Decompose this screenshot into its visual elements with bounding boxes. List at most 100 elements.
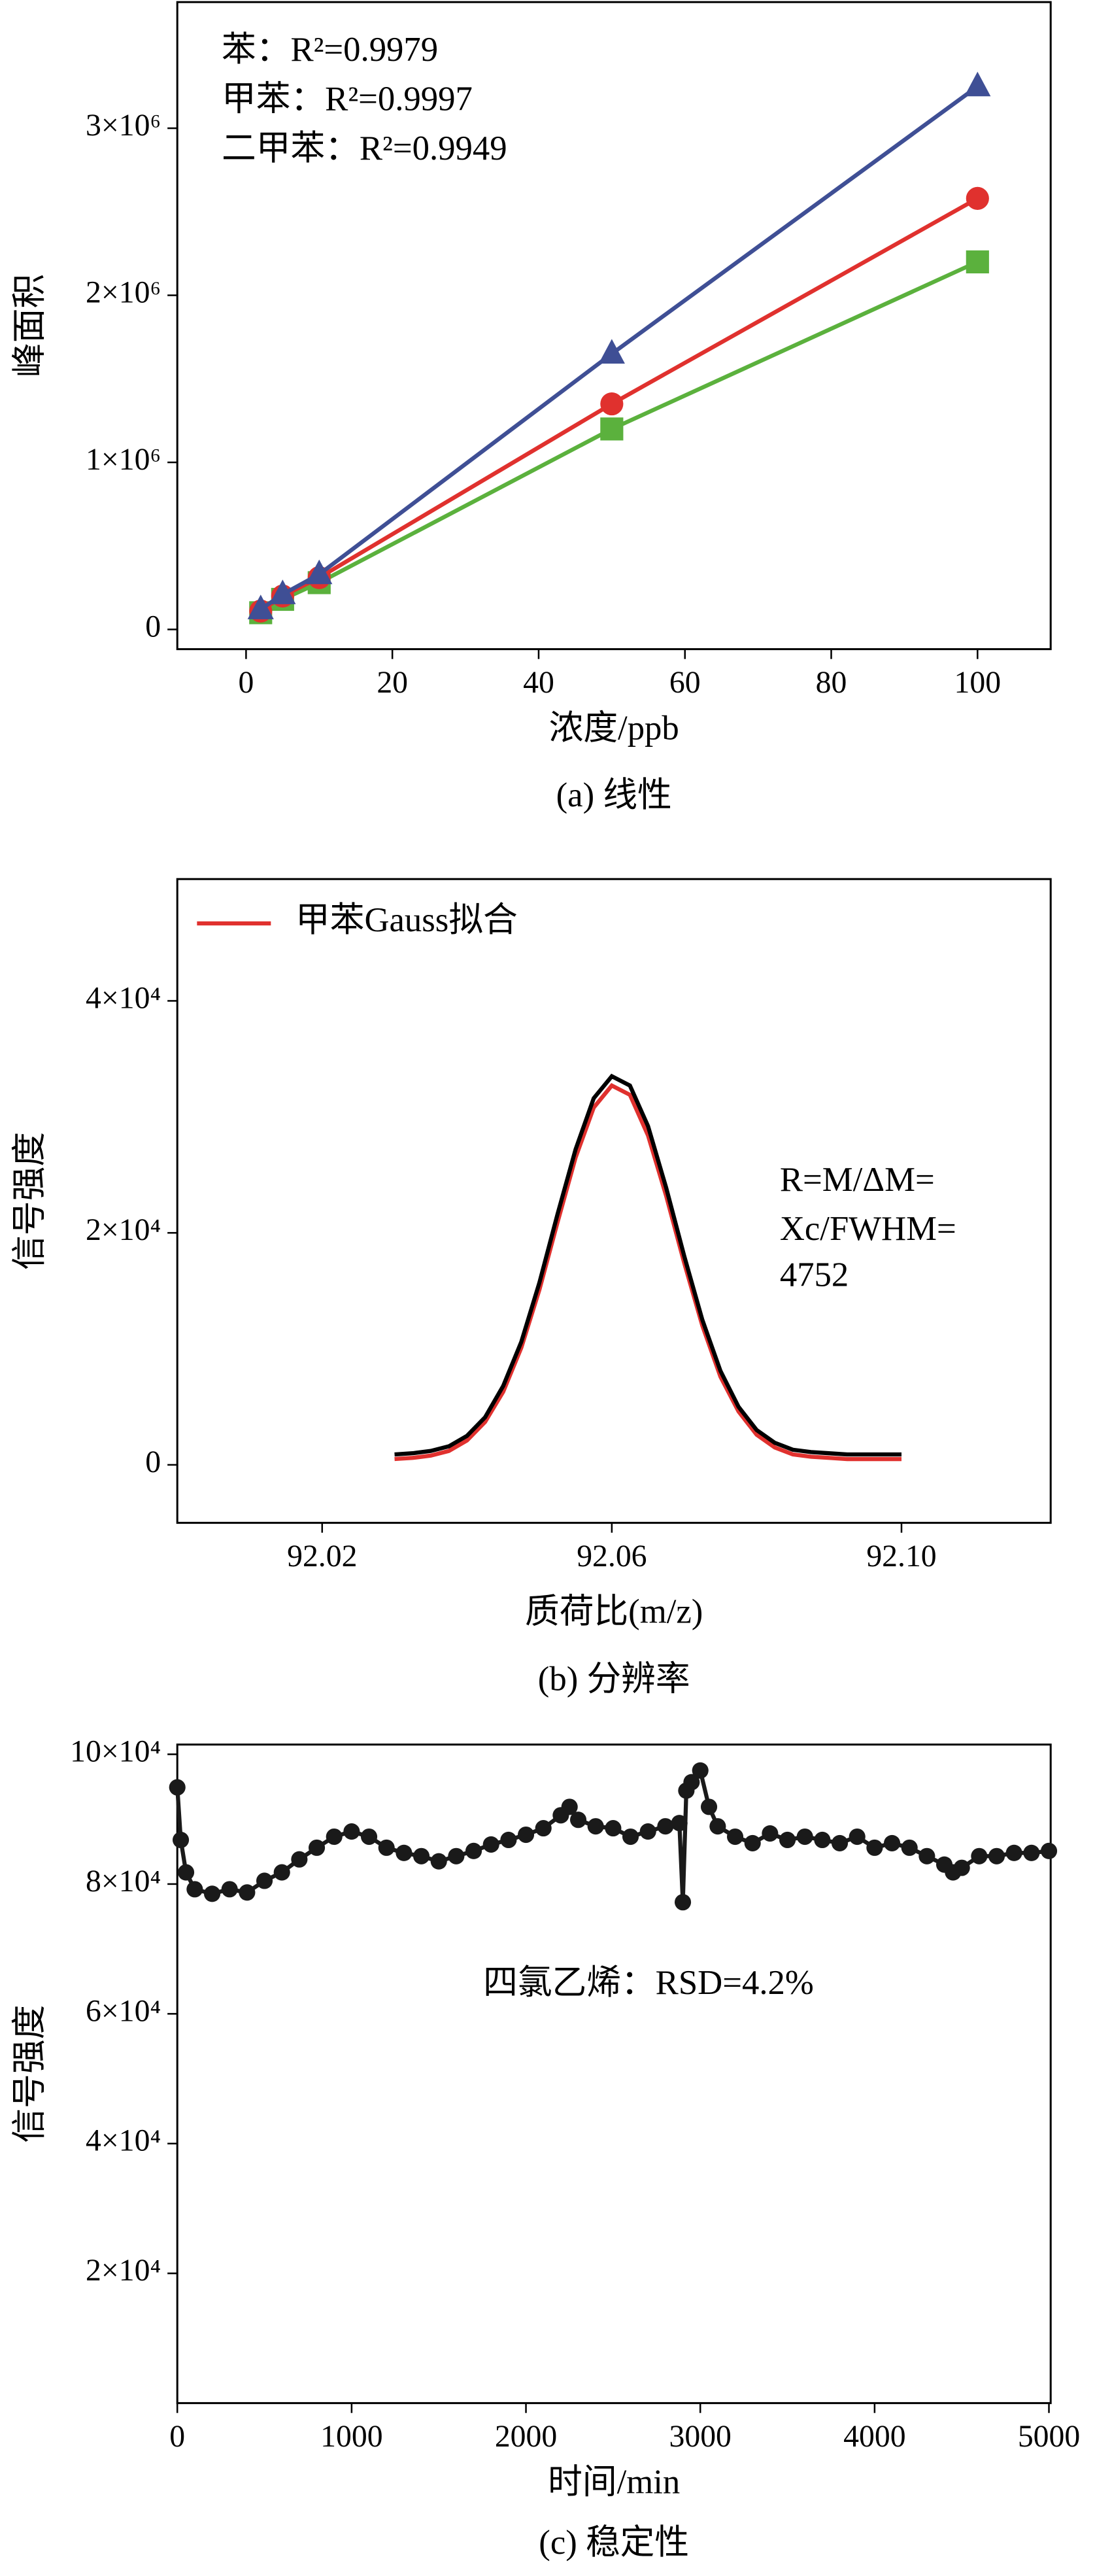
marker [308,1839,326,1856]
marker [1023,1844,1040,1861]
marker [430,1853,447,1870]
y-tick-label: 0 [145,609,161,644]
y-tick-label: 4×10⁴ [86,2123,161,2158]
marker [657,1818,674,1835]
caption: (c) 稳定性 [539,2524,689,2562]
marker [1005,1844,1022,1861]
y-tick-label: 2×10⁶ [86,275,161,309]
y-tick-label: 3×10⁶ [86,108,161,143]
y-tick-label: 1×10⁶ [86,442,161,477]
marker [239,1884,256,1901]
x-axis-label: 质荷比(m/z) [525,1592,703,1630]
annotation: 苯：R²=0.9979 [222,31,438,69]
marker [600,417,624,441]
marker [762,1825,779,1842]
x-axis-label: 浓度/ppb [549,709,679,747]
marker [779,1831,796,1849]
marker [866,1839,883,1856]
marker [953,1859,970,1876]
x-tick-label: 1000 [320,2419,382,2454]
y-tick-label: 4×10⁴ [86,980,161,1015]
series-line [394,1073,901,1457]
marker [700,1798,718,1815]
marker [413,1847,430,1864]
y-tick-label: 2×10⁴ [86,2253,161,2288]
annotation: Xc/FWHM= [780,1210,956,1248]
marker [448,1847,465,1864]
x-tick-label: 2000 [495,2419,557,2454]
x-tick-label: 60 [669,665,701,700]
marker [378,1839,395,1856]
marker [517,1826,535,1844]
marker [600,392,624,416]
x-tick-label: 20 [377,665,408,700]
y-tick-label: 6×10⁴ [86,1993,161,2028]
marker [256,1872,273,1889]
marker [971,1847,988,1864]
plot-frame [176,1743,1052,2405]
x-tick-label: 80 [816,665,847,700]
marker [814,1831,831,1849]
marker [639,1823,656,1840]
marker [465,1842,482,1859]
marker [744,1834,761,1851]
marker [306,559,333,585]
plot-frame [176,878,1052,1524]
marker [709,1818,726,1835]
marker [177,1864,195,1881]
marker [683,1774,700,1791]
annotation: 四氯乙烯：RSD=4.2% [483,1964,814,2002]
marker [247,594,274,619]
marker [966,186,989,210]
annotation: R=M/ΔM= [780,1161,935,1199]
plot-frame [176,1,1052,651]
marker [605,1820,622,1837]
marker [671,1815,688,1832]
annotation: 4752 [780,1256,849,1294]
marker [482,1836,499,1853]
marker [561,1798,578,1815]
marker [535,1820,552,1837]
annotation: 甲苯：R²=0.9997 [222,80,473,118]
caption: (b) 分辨率 [538,1660,690,1698]
marker [901,1839,918,1856]
y-tick-label: 8×10⁴ [86,1864,161,1898]
marker [360,1828,378,1846]
marker [500,1831,517,1849]
marker [988,1847,1005,1864]
y-tick-label: 10×10⁴ [70,1734,161,1768]
y-axis-label: 峰面积 [10,274,48,377]
marker [796,1828,813,1846]
marker [598,339,625,364]
marker [221,1881,238,1898]
marker [343,1823,360,1840]
x-tick-label: 92.06 [577,1539,647,1573]
marker [396,1844,413,1861]
marker [692,1762,709,1779]
y-axis-label: 信号强度 [10,1132,48,1270]
x-tick-label: 100 [954,665,1002,700]
marker [831,1834,849,1851]
marker [883,1834,901,1851]
x-tick-label: 0 [169,2419,185,2454]
marker [291,1851,308,1868]
x-axis-label: 时间/min [548,2463,680,2501]
marker [186,1881,203,1898]
y-tick-label: 2×10⁴ [86,1212,161,1247]
caption: (a) 线性 [556,776,672,814]
annotation: 二甲苯：R²=0.9949 [222,129,507,167]
y-axis-label: 信号强度 [10,2005,48,2143]
marker [918,1847,935,1864]
marker [172,1831,190,1849]
y-tick-label: 0 [145,1445,161,1479]
marker [1040,1842,1058,1859]
marker [966,250,989,274]
x-tick-label: 0 [238,665,254,700]
marker [726,1828,744,1846]
marker [587,1818,604,1835]
x-tick-label: 5000 [1018,2419,1080,2454]
marker [849,1828,866,1846]
marker [269,579,296,604]
marker [273,1864,290,1881]
